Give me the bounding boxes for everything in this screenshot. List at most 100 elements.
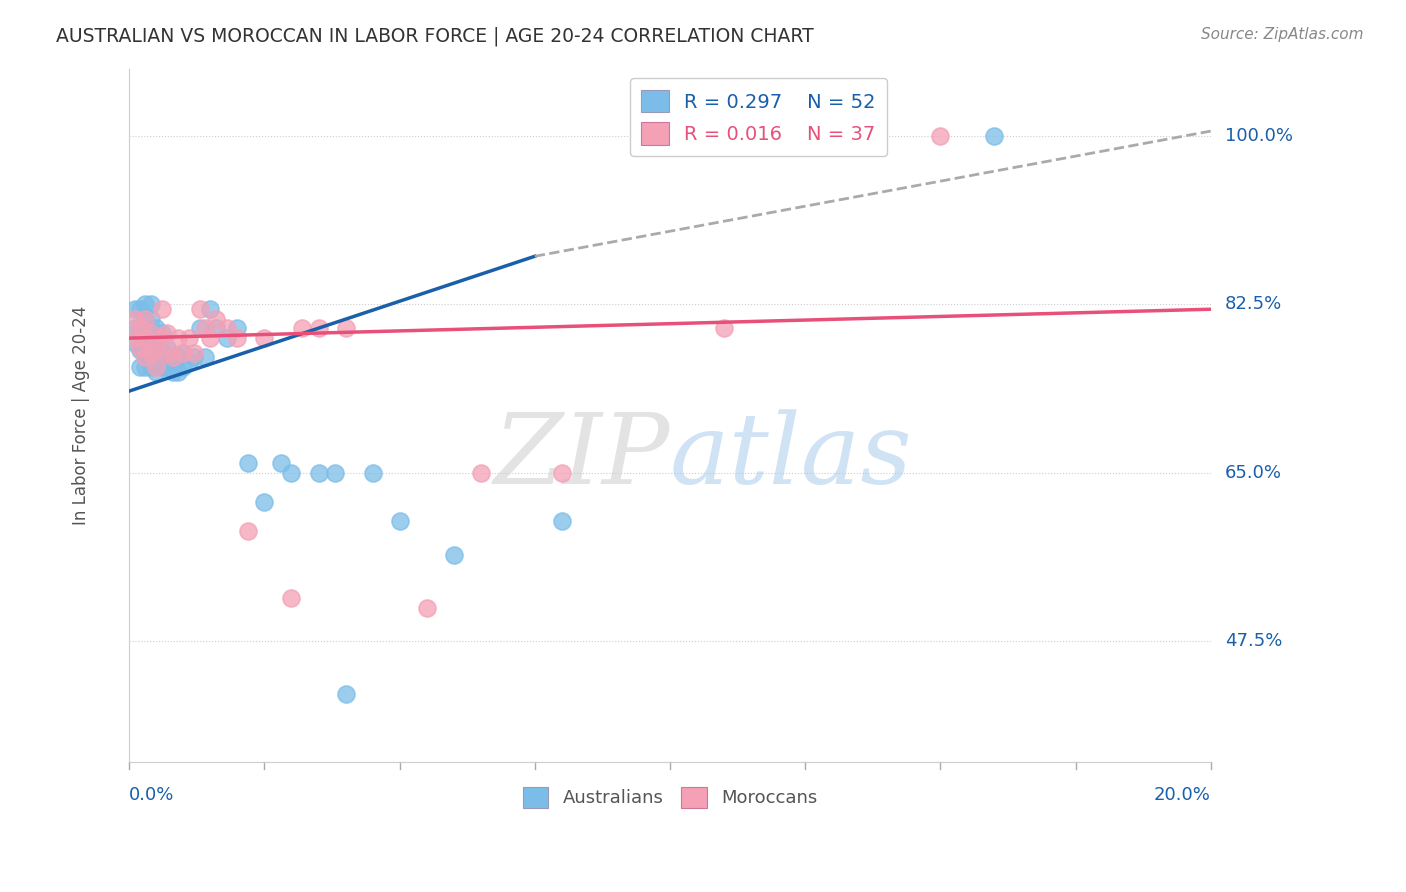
Text: ZIP: ZIP — [494, 409, 671, 504]
Point — [145, 365, 167, 379]
Point — [134, 297, 156, 311]
Point — [177, 331, 200, 345]
Point — [134, 311, 156, 326]
Point — [388, 514, 411, 528]
Text: 82.5%: 82.5% — [1225, 295, 1282, 313]
Point — [194, 351, 217, 365]
Point — [188, 302, 211, 317]
Point — [139, 331, 162, 345]
Point — [280, 591, 302, 606]
Point — [139, 345, 162, 359]
Point — [139, 345, 162, 359]
Point — [162, 351, 184, 365]
Point — [134, 351, 156, 365]
Point — [134, 311, 156, 326]
Text: Source: ZipAtlas.com: Source: ZipAtlas.com — [1201, 27, 1364, 42]
Point — [204, 321, 226, 335]
Point — [162, 351, 184, 365]
Point — [204, 311, 226, 326]
Point — [150, 326, 173, 341]
Point — [188, 321, 211, 335]
Point — [172, 345, 194, 359]
Point — [129, 359, 152, 374]
Point — [124, 311, 146, 326]
Point — [134, 331, 156, 345]
Point — [177, 355, 200, 369]
Point — [323, 466, 346, 480]
Point — [139, 359, 162, 374]
Legend: Australians, Moroccans: Australians, Moroccans — [516, 780, 824, 815]
Text: 20.0%: 20.0% — [1154, 786, 1211, 804]
Point — [167, 365, 190, 379]
Point — [443, 548, 465, 562]
Point — [156, 359, 179, 374]
Point — [172, 359, 194, 374]
Point — [238, 456, 260, 470]
Text: AUSTRALIAN VS MOROCCAN IN LABOR FORCE | AGE 20-24 CORRELATION CHART: AUSTRALIAN VS MOROCCAN IN LABOR FORCE | … — [56, 27, 814, 46]
Point — [238, 524, 260, 538]
Point — [470, 466, 492, 480]
Point — [145, 335, 167, 350]
Point — [253, 331, 276, 345]
Point — [415, 600, 437, 615]
Text: In Labor Force | Age 20-24: In Labor Force | Age 20-24 — [72, 306, 90, 524]
Point — [200, 302, 222, 317]
Point — [200, 331, 222, 345]
Point — [150, 331, 173, 345]
Point — [150, 359, 173, 374]
Point — [361, 466, 384, 480]
Point — [134, 345, 156, 359]
Point — [145, 321, 167, 335]
Point — [124, 302, 146, 317]
Point — [929, 128, 952, 143]
Point — [172, 345, 194, 359]
Point — [551, 466, 574, 480]
Point — [280, 466, 302, 480]
Point — [167, 351, 190, 365]
Point — [134, 331, 156, 345]
Point — [308, 466, 330, 480]
Point — [124, 331, 146, 345]
Point — [215, 331, 238, 345]
Point — [226, 331, 249, 345]
Point — [139, 297, 162, 311]
Point — [183, 345, 205, 359]
Point — [983, 128, 1005, 143]
Point — [139, 311, 162, 326]
Point — [150, 345, 173, 359]
Point — [145, 341, 167, 355]
Point — [150, 302, 173, 317]
Point — [129, 321, 152, 335]
Text: 47.5%: 47.5% — [1225, 632, 1282, 650]
Point — [183, 351, 205, 365]
Point — [226, 321, 249, 335]
Point — [167, 331, 190, 345]
Point — [551, 514, 574, 528]
Point — [162, 365, 184, 379]
Point — [335, 321, 357, 335]
Point — [156, 341, 179, 355]
Point — [145, 359, 167, 374]
Point — [124, 335, 146, 350]
Point — [134, 359, 156, 374]
Point — [270, 456, 292, 470]
Point — [129, 341, 152, 355]
Point — [335, 687, 357, 701]
Point — [129, 302, 152, 317]
Point — [145, 351, 167, 365]
Point — [156, 345, 179, 359]
Text: 65.0%: 65.0% — [1225, 464, 1282, 482]
Point — [129, 343, 152, 357]
Point — [253, 495, 276, 509]
Point — [124, 321, 146, 335]
Point — [308, 321, 330, 335]
Point — [156, 326, 179, 341]
Point — [139, 326, 162, 341]
Text: 0.0%: 0.0% — [129, 786, 174, 804]
Text: 100.0%: 100.0% — [1225, 127, 1292, 145]
Text: atlas: atlas — [671, 409, 912, 504]
Point — [291, 321, 314, 335]
Point — [215, 321, 238, 335]
Point — [129, 321, 152, 335]
Point — [194, 321, 217, 335]
